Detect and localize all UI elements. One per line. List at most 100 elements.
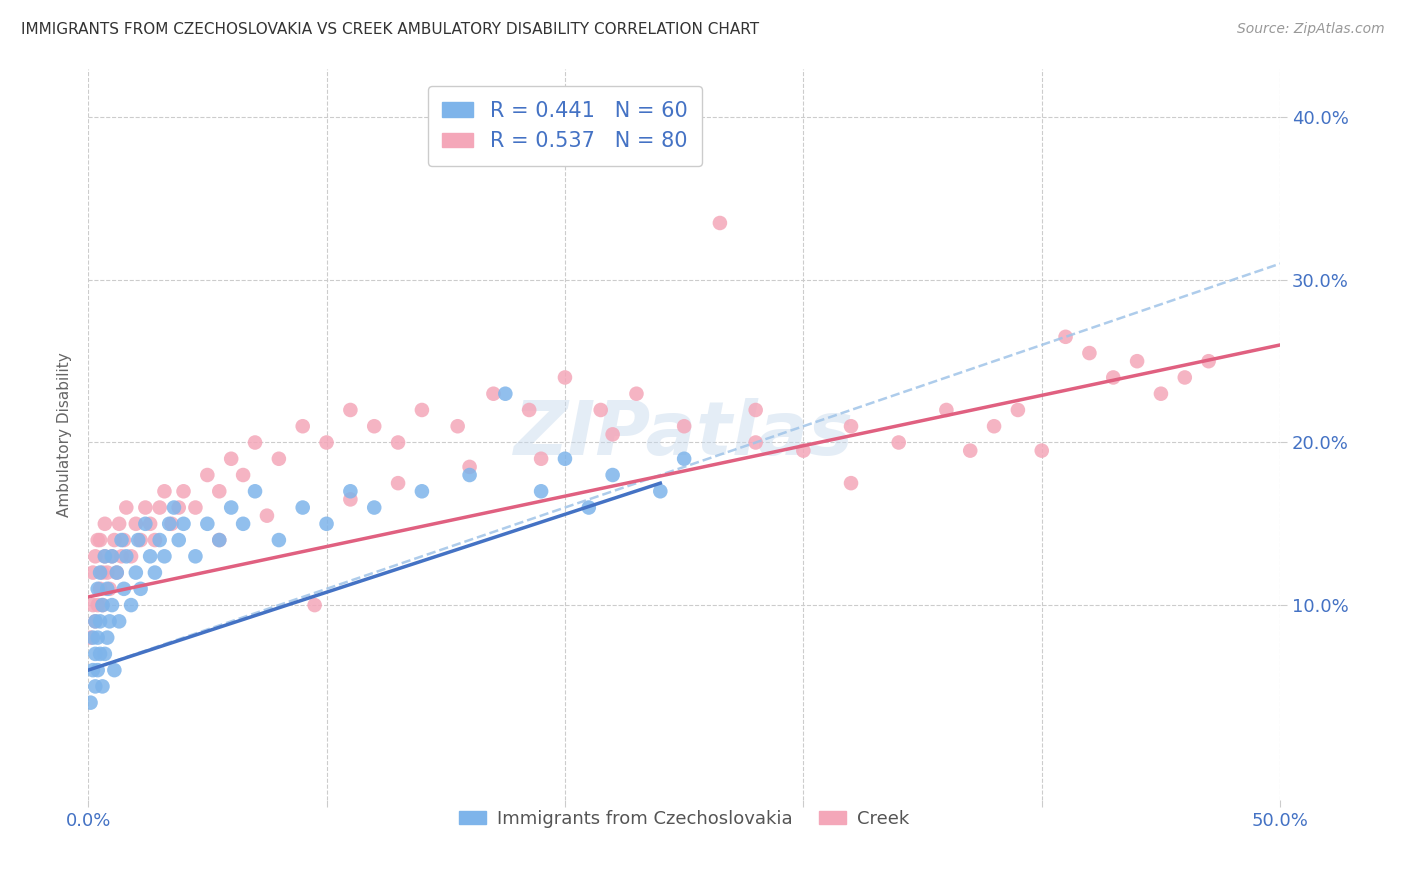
- Point: [482, 386, 505, 401]
- Point: [89, 582, 111, 596]
- Point: [96, 582, 118, 596]
- Point: [143, 533, 166, 547]
- Point: [149, 500, 172, 515]
- Point: [98, 615, 121, 629]
- Point: [91, 598, 114, 612]
- Point: [291, 500, 314, 515]
- Point: [458, 459, 481, 474]
- Point: [243, 435, 266, 450]
- Point: [494, 386, 516, 401]
- Point: [744, 435, 766, 450]
- Point: [267, 533, 290, 547]
- Point: [82, 566, 104, 580]
- Point: [163, 500, 186, 515]
- Point: [82, 663, 104, 677]
- Point: [82, 598, 104, 612]
- Point: [98, 582, 121, 596]
- Point: [94, 647, 117, 661]
- Point: [195, 516, 218, 531]
- Point: [935, 403, 957, 417]
- Point: [411, 403, 433, 417]
- Point: [1078, 346, 1101, 360]
- Point: [458, 468, 481, 483]
- Point: [167, 533, 190, 547]
- Point: [86, 631, 108, 645]
- Point: [243, 484, 266, 499]
- Point: [94, 516, 117, 531]
- Point: [1150, 386, 1173, 401]
- Point: [105, 566, 128, 580]
- Point: [86, 663, 108, 677]
- Point: [267, 451, 290, 466]
- Point: [153, 484, 176, 499]
- Point: [86, 582, 108, 596]
- Point: [983, 419, 1005, 434]
- Point: [339, 484, 361, 499]
- Point: [129, 582, 152, 596]
- Point: [232, 516, 254, 531]
- Point: [1102, 370, 1125, 384]
- Point: [1198, 354, 1220, 368]
- Point: [94, 549, 117, 564]
- Point: [91, 598, 114, 612]
- Point: [1031, 443, 1053, 458]
- Point: [96, 566, 118, 580]
- Point: [315, 516, 337, 531]
- Point: [139, 549, 162, 564]
- Point: [1174, 370, 1197, 384]
- Point: [167, 500, 190, 515]
- Point: [112, 533, 135, 547]
- Point: [792, 443, 814, 458]
- Point: [91, 566, 114, 580]
- Legend: Immigrants from Czechoslovakia, Creek: Immigrants from Czechoslovakia, Creek: [451, 803, 917, 835]
- Point: [709, 216, 731, 230]
- Point: [232, 468, 254, 483]
- Point: [1126, 354, 1149, 368]
- Point: [219, 500, 242, 515]
- Text: IMMIGRANTS FROM CZECHOSLOVAKIA VS CREEK AMBULATORY DISABILITY CORRELATION CHART: IMMIGRANTS FROM CZECHOSLOVAKIA VS CREEK …: [21, 22, 759, 37]
- Point: [96, 631, 118, 645]
- Point: [86, 533, 108, 547]
- Point: [173, 516, 195, 531]
- Point: [84, 615, 107, 629]
- Point: [339, 492, 361, 507]
- Point: [530, 451, 553, 466]
- Point: [1054, 330, 1077, 344]
- Point: [108, 516, 131, 531]
- Point: [86, 598, 108, 612]
- Point: [79, 696, 101, 710]
- Point: [129, 533, 152, 547]
- Point: [115, 500, 138, 515]
- Y-axis label: Ambulatory Disability: Ambulatory Disability: [58, 352, 72, 516]
- Point: [108, 615, 131, 629]
- Point: [208, 533, 231, 547]
- Point: [101, 598, 124, 612]
- Point: [256, 508, 278, 523]
- Text: ZIPatlas: ZIPatlas: [515, 398, 855, 471]
- Point: [208, 484, 231, 499]
- Point: [184, 500, 207, 515]
- Point: [447, 419, 470, 434]
- Point: [160, 516, 183, 531]
- Point: [839, 476, 862, 491]
- Point: [650, 484, 672, 499]
- Point: [157, 516, 180, 531]
- Point: [82, 631, 104, 645]
- Point: [127, 533, 149, 547]
- Point: [134, 516, 156, 531]
- Point: [887, 435, 910, 450]
- Point: [84, 615, 107, 629]
- Point: [602, 468, 624, 483]
- Point: [363, 500, 385, 515]
- Point: [411, 484, 433, 499]
- Point: [315, 435, 337, 450]
- Point: [673, 419, 696, 434]
- Point: [115, 549, 138, 564]
- Point: [578, 500, 600, 515]
- Point: [219, 451, 242, 466]
- Point: [149, 533, 172, 547]
- Point: [105, 566, 128, 580]
- Point: [517, 403, 540, 417]
- Point: [195, 468, 218, 483]
- Point: [91, 680, 114, 694]
